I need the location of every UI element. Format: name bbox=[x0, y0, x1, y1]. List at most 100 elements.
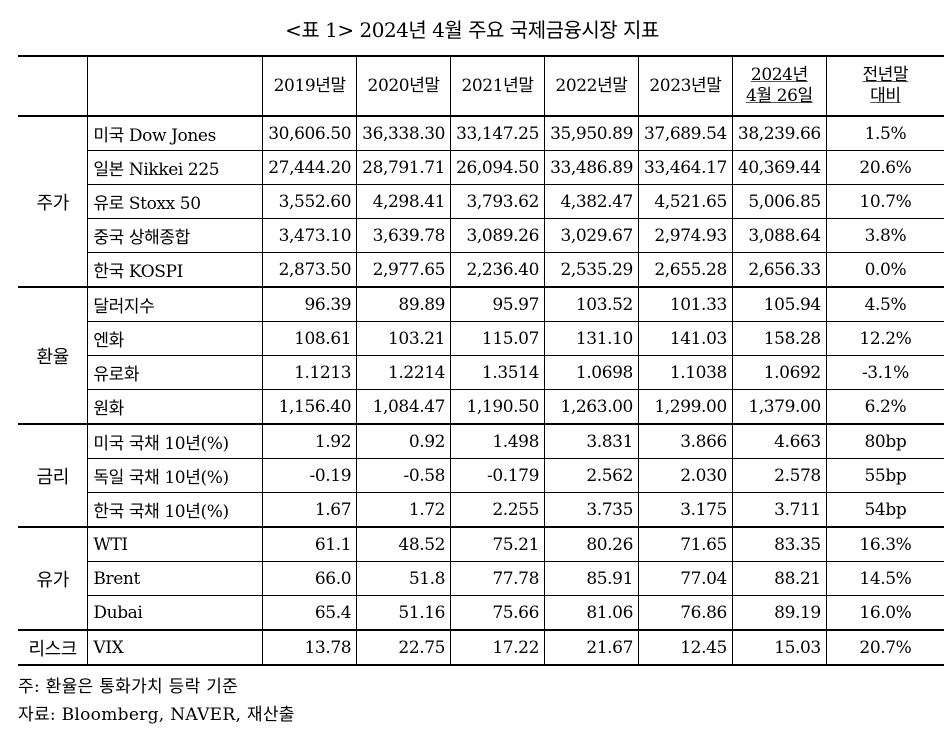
value-cell: 2.030 bbox=[637, 458, 733, 493]
value-cell: 66.0 bbox=[262, 561, 358, 596]
value-cell: 108.61 bbox=[262, 321, 358, 356]
change-cell: 10.7% bbox=[825, 184, 944, 219]
value-cell: 1,190.50 bbox=[450, 389, 545, 425]
change-cell: -3.1% bbox=[825, 355, 944, 390]
value-cell: 71.65 bbox=[637, 526, 733, 562]
value-cell: -0.58 bbox=[356, 458, 452, 493]
value-cell: 131.10 bbox=[544, 321, 639, 356]
value-cell: 1,084.47 bbox=[356, 389, 452, 425]
indicator-label: 중국 상해종합 bbox=[87, 218, 264, 253]
table-row: 중국 상해종합 3,473.10 3,639.78 3,089.26 3,029.67 2… bbox=[18, 218, 944, 253]
value-cell: 1.72 bbox=[356, 492, 452, 528]
value-cell: 40,369.44 bbox=[731, 150, 827, 185]
value-cell: 28,791.71 bbox=[356, 150, 452, 185]
value-cell: 76.86 bbox=[637, 595, 733, 631]
table-row: 유로 Stoxx 50 3,552.60 4,298.41 3,793.62 4,382… bbox=[18, 184, 944, 219]
value-cell: 4,382.47 bbox=[544, 184, 639, 219]
change-cell: 55bp bbox=[825, 458, 944, 493]
value-cell: 3,639.78 bbox=[356, 218, 452, 253]
value-cell: 26,094.50 bbox=[450, 150, 545, 185]
category-cell: 주가 bbox=[18, 115, 89, 288]
footnote: 주: 환율은 통화가치 등락 기준 bbox=[18, 677, 239, 697]
value-cell: 3,793.62 bbox=[450, 184, 545, 219]
value-cell: 1.2214 bbox=[356, 355, 452, 390]
value-cell: 51.8 bbox=[356, 561, 452, 596]
value-cell: 115.07 bbox=[450, 321, 545, 356]
value-cell: 96.39 bbox=[262, 286, 358, 322]
value-cell: -0.179 bbox=[450, 458, 545, 493]
change-cell: 14.5% bbox=[825, 561, 944, 596]
value-cell: 3.711 bbox=[731, 492, 827, 528]
value-cell: 48.52 bbox=[356, 526, 452, 562]
indicator-label: WTI bbox=[87, 526, 264, 562]
header-2021: 2021년말 bbox=[450, 55, 545, 117]
table-title: <표 1> 2024년 4월 주요 국제금융시장 지표 bbox=[285, 18, 659, 42]
value-cell: 30,606.50 bbox=[262, 115, 358, 151]
value-cell: 158.28 bbox=[731, 321, 827, 356]
value-cell: 15.03 bbox=[731, 629, 827, 666]
table-row: 주가 미국 Dow Jones 30,606.50 36,338.30 33,147.2… bbox=[18, 115, 944, 288]
value-cell: 37,689.54 bbox=[637, 115, 733, 151]
value-cell: 33,486.89 bbox=[544, 150, 639, 185]
table-row: 유로화 1.1213 1.2214 1.3514 1.0698 1.1038 1.0692-… bbox=[18, 355, 944, 390]
value-cell: 3,089.26 bbox=[450, 218, 545, 253]
indicator-label: 한국 국채 10년(%) bbox=[87, 492, 264, 528]
value-cell: 88.21 bbox=[731, 561, 827, 596]
category-cell: 유가 bbox=[18, 526, 89, 631]
value-cell: 77.04 bbox=[637, 561, 733, 596]
value-cell: 2.578 bbox=[731, 458, 827, 493]
table-row: 한국 KOSPI 2,873.50 2,977.65 2,236.40 2,535.29… bbox=[18, 252, 944, 288]
value-cell: 81.06 bbox=[544, 595, 639, 631]
indicator-table: 2019년말 2020년말 2021년말 2022년말 2023년말 2024년 4월 26… bbox=[18, 55, 944, 666]
value-cell: 33,464.17 bbox=[637, 150, 733, 185]
value-cell: 77.78 bbox=[450, 561, 545, 596]
value-cell: 13.78 bbox=[262, 629, 358, 666]
value-cell: 2.562 bbox=[544, 458, 639, 493]
change-cell: 20.7% bbox=[825, 629, 944, 666]
value-cell: 1.0698 bbox=[544, 355, 639, 390]
value-cell: 3,029.67 bbox=[544, 218, 639, 253]
source-note: 자료: Bloomberg, NAVER, 재산출 bbox=[18, 705, 295, 725]
value-cell: 22.75 bbox=[356, 629, 452, 666]
value-cell: 2,655.28 bbox=[637, 252, 733, 288]
value-cell: 1.67 bbox=[262, 492, 358, 528]
change-cell: 16.0% bbox=[825, 595, 944, 631]
value-cell: 1.1038 bbox=[637, 355, 733, 390]
value-cell: 2.255 bbox=[450, 492, 545, 528]
category-cell: 환율 bbox=[18, 286, 89, 425]
change-cell: 3.8% bbox=[825, 218, 944, 253]
table-row: 유가 WTI 61.1 48.52 75.21 80.26 71.65 83.35 16.3% bbox=[18, 526, 944, 631]
value-cell: 103.52 bbox=[544, 286, 639, 322]
value-cell: 38,239.66 bbox=[731, 115, 827, 151]
value-cell: -0.19 bbox=[262, 458, 358, 493]
change-cell: 80bp bbox=[825, 423, 944, 459]
value-cell: 2,873.50 bbox=[262, 252, 358, 288]
value-cell: 75.21 bbox=[450, 526, 545, 562]
indicator-label: 원화 bbox=[87, 389, 264, 425]
value-cell: 3,552.60 bbox=[262, 184, 358, 219]
table-row: 일본 Nikkei 225 27,444.20 28,791.71 26,094.50… bbox=[18, 150, 944, 185]
value-cell: 80.26 bbox=[544, 526, 639, 562]
indicator-label: 미국 국채 10년(%) bbox=[87, 423, 264, 459]
value-cell: 51.16 bbox=[356, 595, 452, 631]
change-cell: 12.2% bbox=[825, 321, 944, 356]
category-cell: 리스크 bbox=[18, 629, 89, 666]
header-blank-category bbox=[18, 55, 88, 117]
value-cell: 12.45 bbox=[637, 629, 733, 666]
indicator-label: 달러지수 bbox=[87, 286, 264, 322]
table-row: Dubai 65.4 51.16 75.66 81.06 76.86 89.19 16.0% bbox=[18, 595, 944, 631]
value-cell: 4,298.41 bbox=[356, 184, 452, 219]
value-cell: 2,535.29 bbox=[544, 252, 639, 288]
change-cell: 20.6% bbox=[825, 150, 944, 185]
value-cell: 36,338.30 bbox=[356, 115, 452, 151]
header-yoy-change: 전년말 대비 bbox=[825, 55, 944, 117]
value-cell: 1.92 bbox=[262, 423, 358, 459]
header-blank-item bbox=[87, 55, 264, 117]
indicator-label: VIX bbox=[87, 629, 264, 666]
value-cell: 2,236.40 bbox=[450, 252, 545, 288]
indicator-label: 미국 Dow Jones bbox=[87, 115, 264, 151]
value-cell: 65.4 bbox=[262, 595, 358, 631]
indicator-label: 유로화 bbox=[87, 355, 264, 390]
value-cell: 3.175 bbox=[637, 492, 733, 528]
